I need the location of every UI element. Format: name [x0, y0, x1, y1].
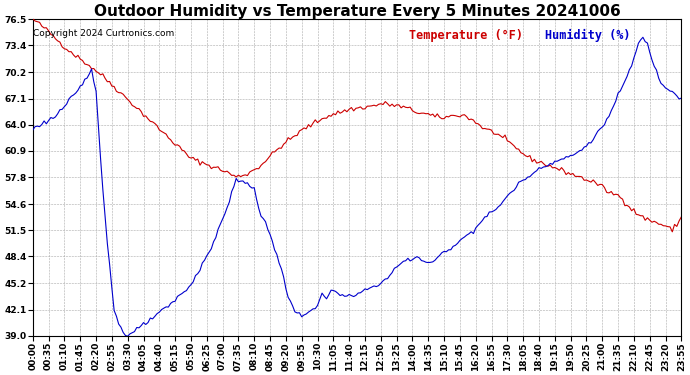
Text: Temperature (°F): Temperature (°F) [409, 28, 523, 42]
Title: Outdoor Humidity vs Temperature Every 5 Minutes 20241006: Outdoor Humidity vs Temperature Every 5 … [94, 4, 620, 19]
Text: Humidity (%): Humidity (%) [545, 28, 631, 42]
Text: Copyright 2024 Curtronics.com: Copyright 2024 Curtronics.com [33, 28, 175, 38]
